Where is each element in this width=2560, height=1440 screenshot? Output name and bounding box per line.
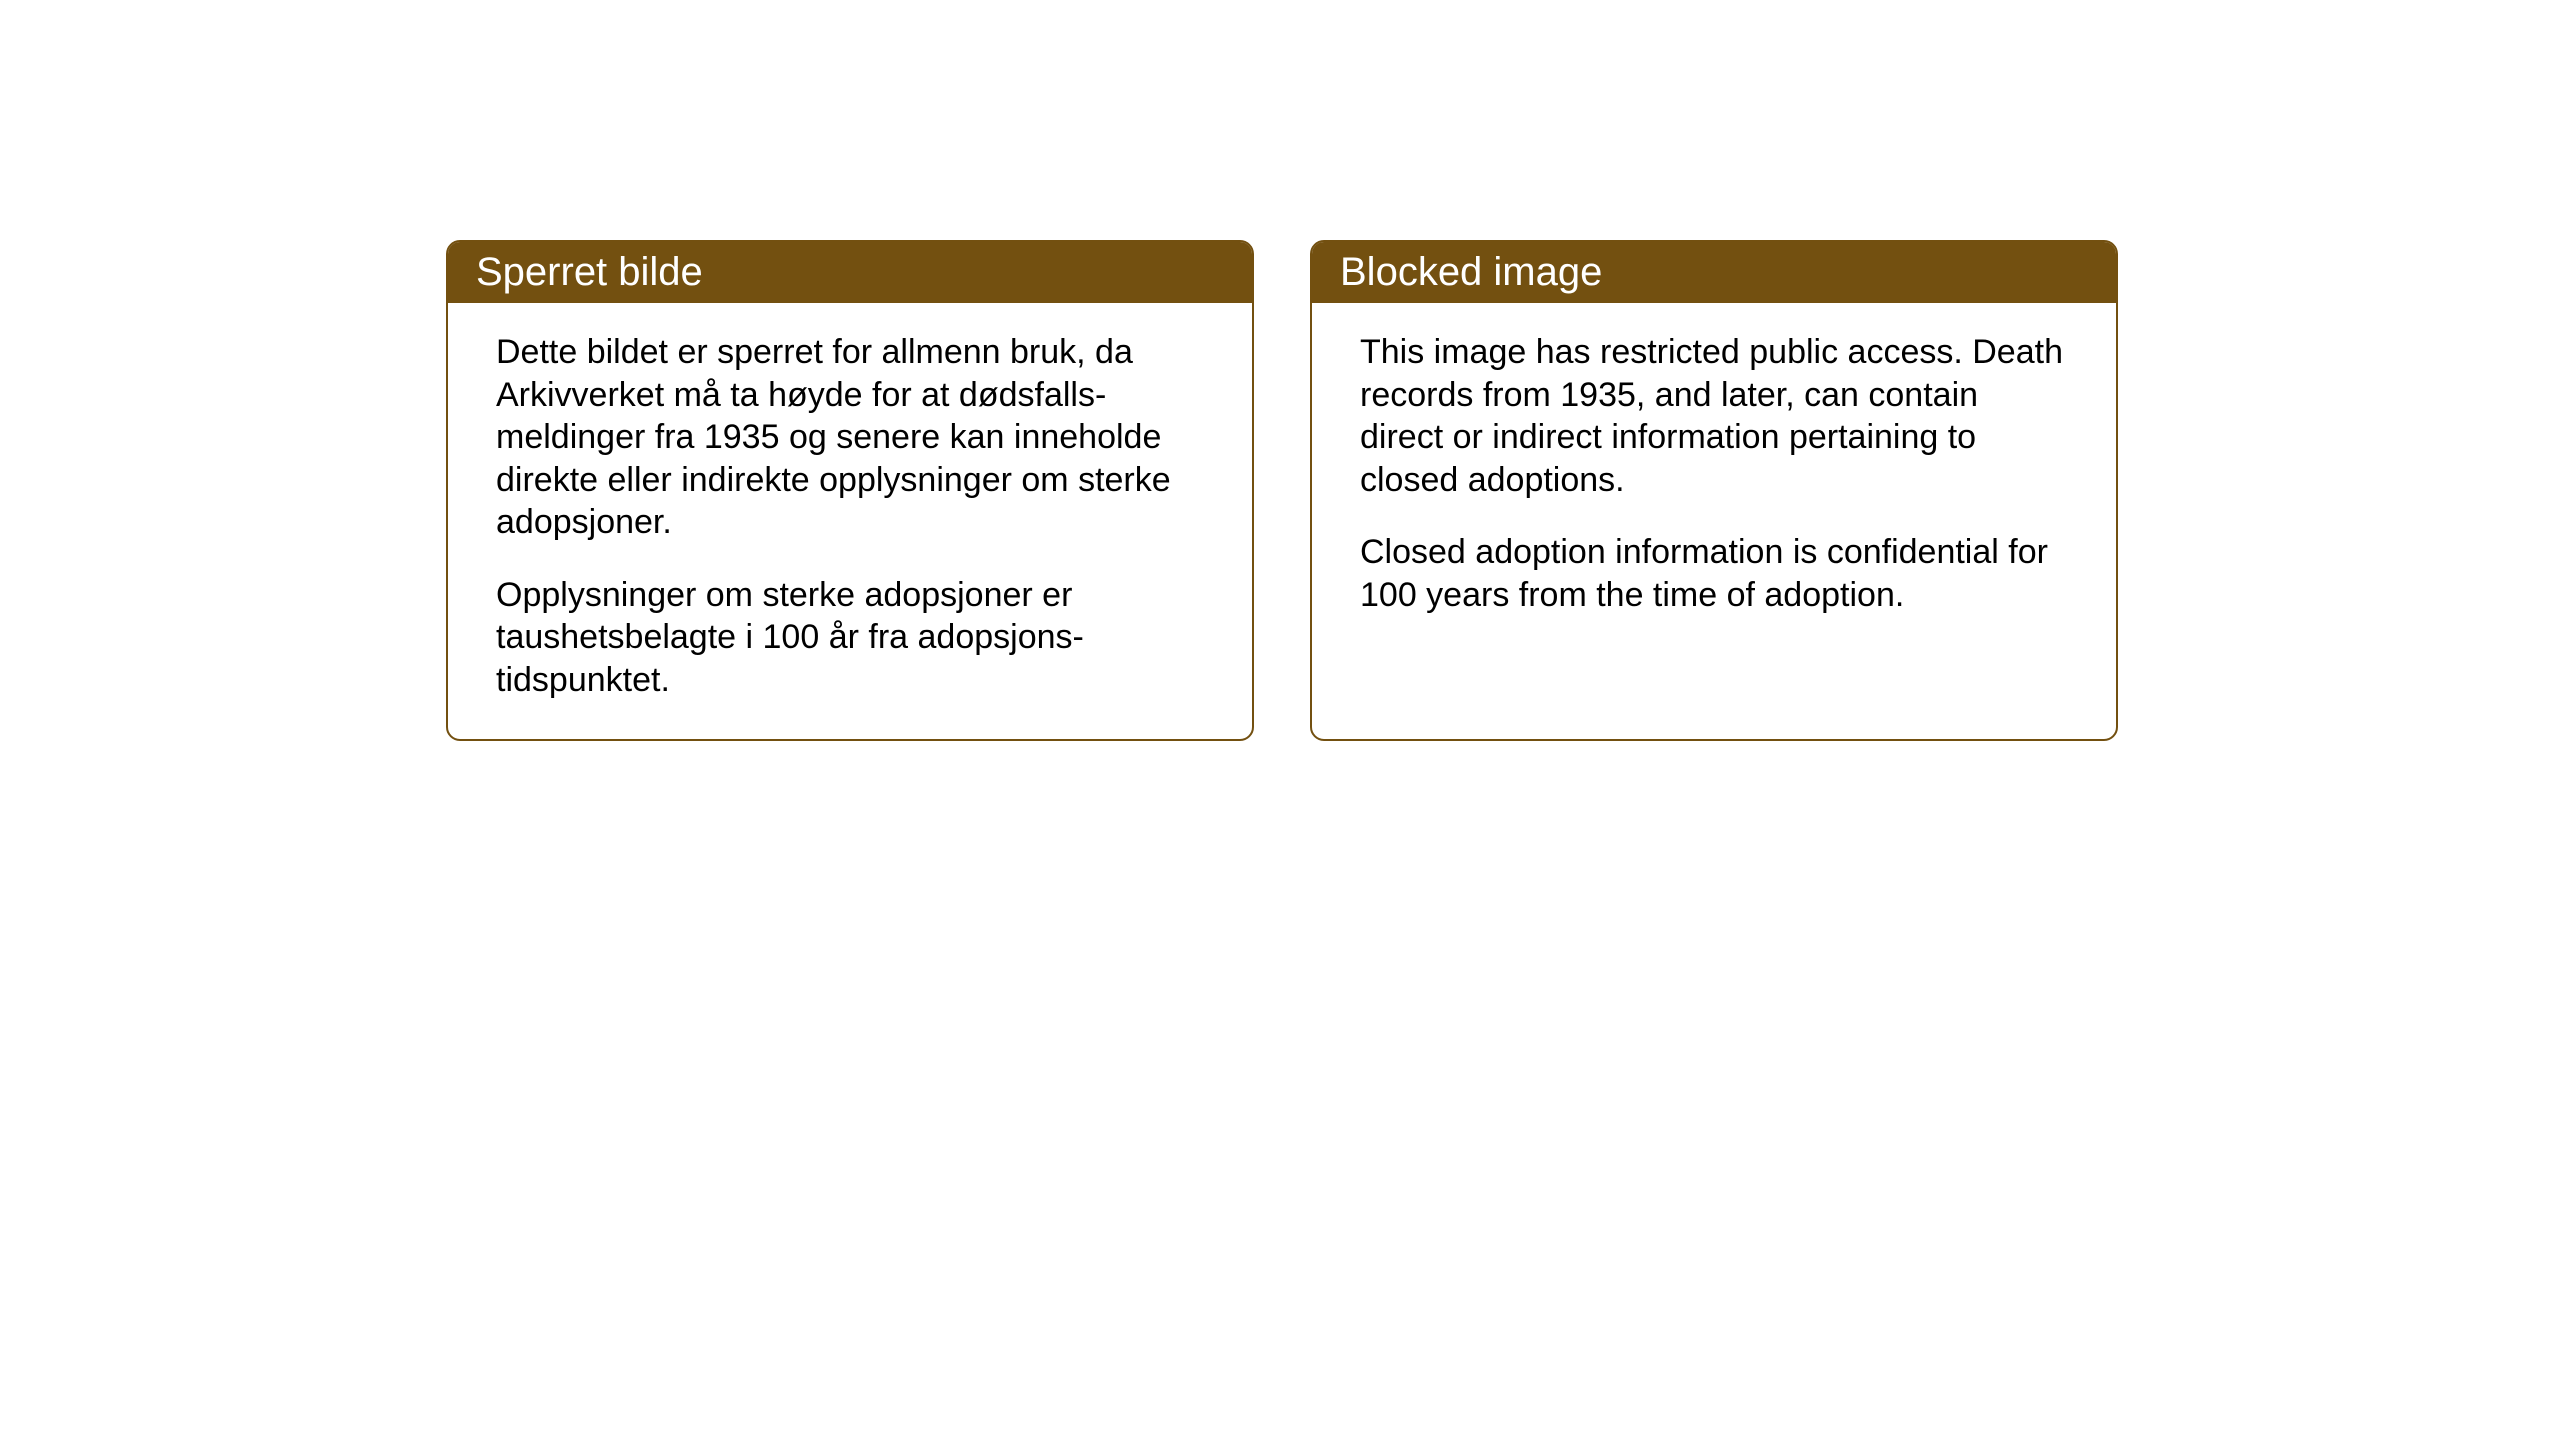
norwegian-paragraph-2: Opplysninger om sterke adopsjoner er tau…: [496, 574, 1204, 702]
norwegian-card-body: Dette bildet er sperret for allmenn bruk…: [448, 303, 1252, 739]
english-card-title: Blocked image: [1312, 242, 2116, 303]
norwegian-card-title: Sperret bilde: [448, 242, 1252, 303]
english-notice-card: Blocked image This image has restricted …: [1310, 240, 2118, 741]
notice-container: Sperret bilde Dette bildet er sperret fo…: [446, 240, 2118, 741]
english-paragraph-2: Closed adoption information is confident…: [1360, 531, 2068, 616]
norwegian-notice-card: Sperret bilde Dette bildet er sperret fo…: [446, 240, 1254, 741]
english-card-body: This image has restricted public access.…: [1312, 303, 2116, 654]
norwegian-paragraph-1: Dette bildet er sperret for allmenn bruk…: [496, 331, 1204, 544]
english-paragraph-1: This image has restricted public access.…: [1360, 331, 2068, 501]
